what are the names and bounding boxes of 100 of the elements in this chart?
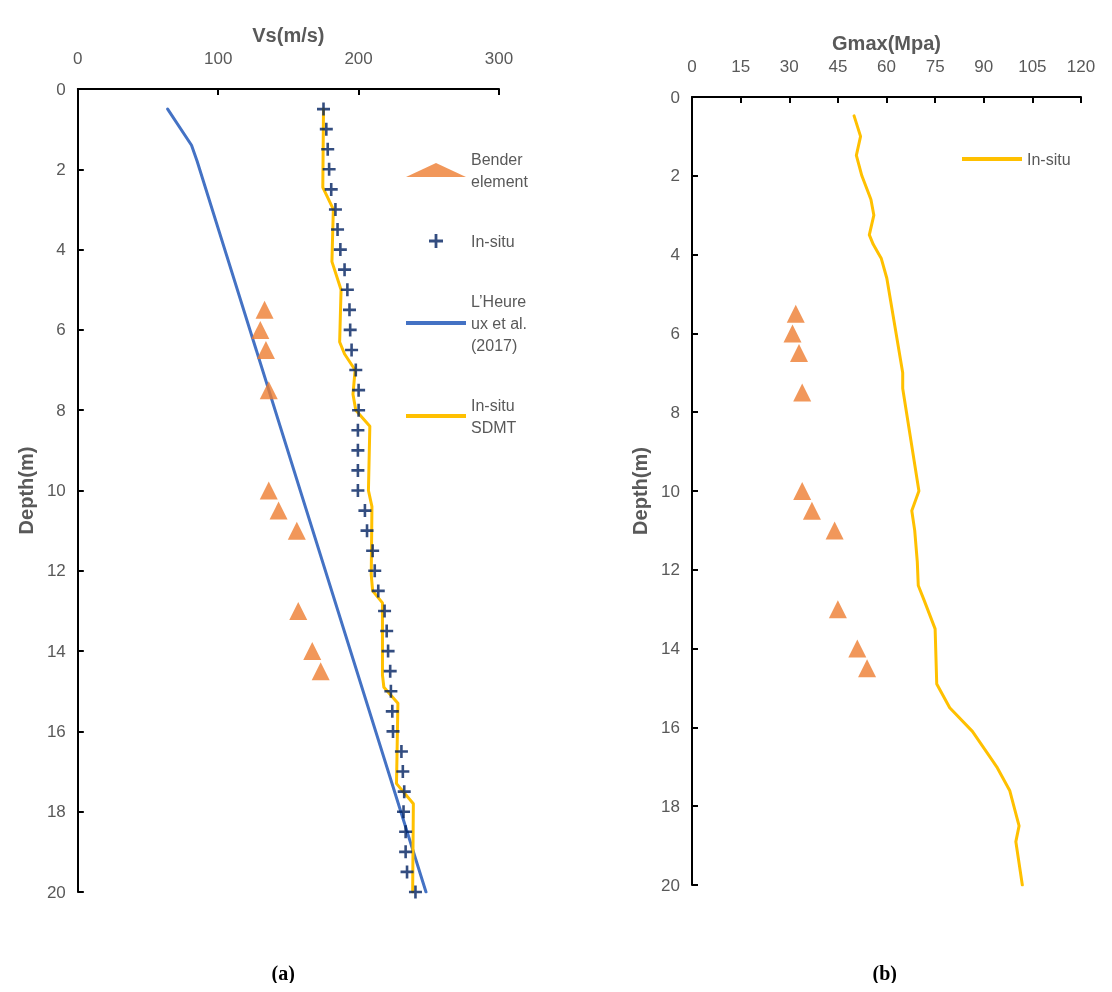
x-tick-label: 0	[73, 49, 83, 68]
point	[396, 765, 410, 779]
point	[289, 601, 308, 620]
point	[380, 624, 394, 638]
point	[848, 639, 867, 658]
y-tick-label: 14	[46, 641, 66, 661]
x-tick-label: 90	[974, 57, 994, 76]
point	[825, 521, 844, 540]
y-tick-label: 4	[56, 240, 66, 260]
legend-label: In-situ	[471, 232, 515, 250]
y-tick-label: 4	[670, 245, 680, 265]
x-tick-label: 60	[877, 57, 896, 76]
point	[321, 142, 335, 156]
y-tick-label: 18	[46, 802, 66, 822]
y-tick-label: 0	[56, 79, 66, 99]
point	[397, 805, 411, 819]
point	[408, 885, 422, 899]
point	[366, 544, 380, 558]
point	[317, 102, 330, 116]
x-tick-label: 200	[344, 49, 373, 68]
point	[351, 463, 365, 477]
line-series	[852, 114, 1024, 887]
point	[324, 182, 338, 196]
point	[368, 564, 382, 578]
point	[858, 659, 877, 678]
point	[340, 283, 354, 297]
x-tick-label: 120	[1066, 57, 1096, 76]
y-tick-label: 16	[661, 717, 680, 737]
y-axis-title: Depth(m)	[629, 447, 652, 535]
point	[256, 340, 275, 359]
point	[349, 363, 363, 377]
y-tick-label: 8	[670, 402, 680, 422]
point	[360, 524, 374, 538]
point	[269, 501, 288, 520]
point	[303, 642, 322, 661]
x-tick-label: 45	[828, 57, 848, 76]
y-tick-label: 10	[46, 481, 66, 500]
point	[287, 521, 306, 540]
point	[384, 684, 398, 698]
x-tick-label: 0	[687, 57, 697, 76]
legend-label: In-situ	[1027, 150, 1071, 168]
y-tick-label: 16	[46, 721, 66, 741]
x-tick-label: 100	[204, 49, 233, 68]
point	[352, 383, 366, 397]
point	[371, 584, 385, 598]
point	[399, 845, 413, 859]
point	[378, 604, 392, 618]
point	[828, 600, 847, 619]
point	[786, 304, 805, 323]
point	[386, 724, 400, 738]
y-tick-label: 20	[661, 875, 680, 895]
point	[319, 122, 333, 136]
line-series	[166, 107, 428, 894]
y-tick-label: 10	[661, 481, 680, 501]
point	[351, 423, 365, 437]
point	[351, 443, 365, 457]
point	[399, 825, 413, 839]
y-tick-label: 6	[56, 320, 66, 340]
legend-label: Bender element	[471, 150, 529, 190]
point	[251, 320, 270, 339]
y-tick-label: 8	[56, 400, 66, 420]
point	[345, 343, 359, 357]
point	[338, 263, 352, 277]
point	[333, 243, 347, 257]
point	[351, 484, 365, 497]
point	[385, 704, 399, 718]
y-tick-label: 6	[670, 323, 680, 343]
point	[322, 162, 336, 176]
point	[802, 501, 821, 520]
point	[259, 381, 278, 400]
point	[358, 504, 372, 518]
y-axis-title: Depth(m)	[15, 446, 37, 535]
y-tick-label: 0	[670, 87, 680, 107]
y-tick-label: 18	[661, 796, 680, 816]
point	[397, 785, 411, 799]
x-axis-title: Gmax(Mpa)	[832, 32, 941, 55]
x-tick-label: 105	[1018, 57, 1047, 76]
point	[793, 482, 812, 500]
point	[311, 662, 330, 681]
point	[352, 403, 366, 417]
point	[793, 383, 812, 402]
y-tick-label: 2	[56, 159, 66, 179]
x-tick-label: 300	[484, 49, 514, 68]
point	[255, 300, 274, 319]
point	[783, 324, 802, 343]
x-tick-label: 75	[925, 57, 945, 76]
point	[331, 223, 345, 237]
y-tick-label: 20	[46, 882, 66, 902]
point	[342, 303, 356, 317]
y-tick-label: 12	[46, 561, 66, 581]
y-tick-label: 12	[661, 560, 680, 580]
point	[789, 344, 808, 363]
point	[328, 202, 342, 216]
point	[394, 744, 408, 758]
y-tick-label: 2	[670, 166, 680, 186]
x-tick-label: 15	[731, 57, 751, 76]
legend-label: In-situ SDMT	[471, 396, 520, 436]
point	[259, 481, 278, 500]
legend-label: L’Heureux et al. (2017)	[471, 292, 532, 354]
y-tick-label: 14	[661, 639, 680, 659]
